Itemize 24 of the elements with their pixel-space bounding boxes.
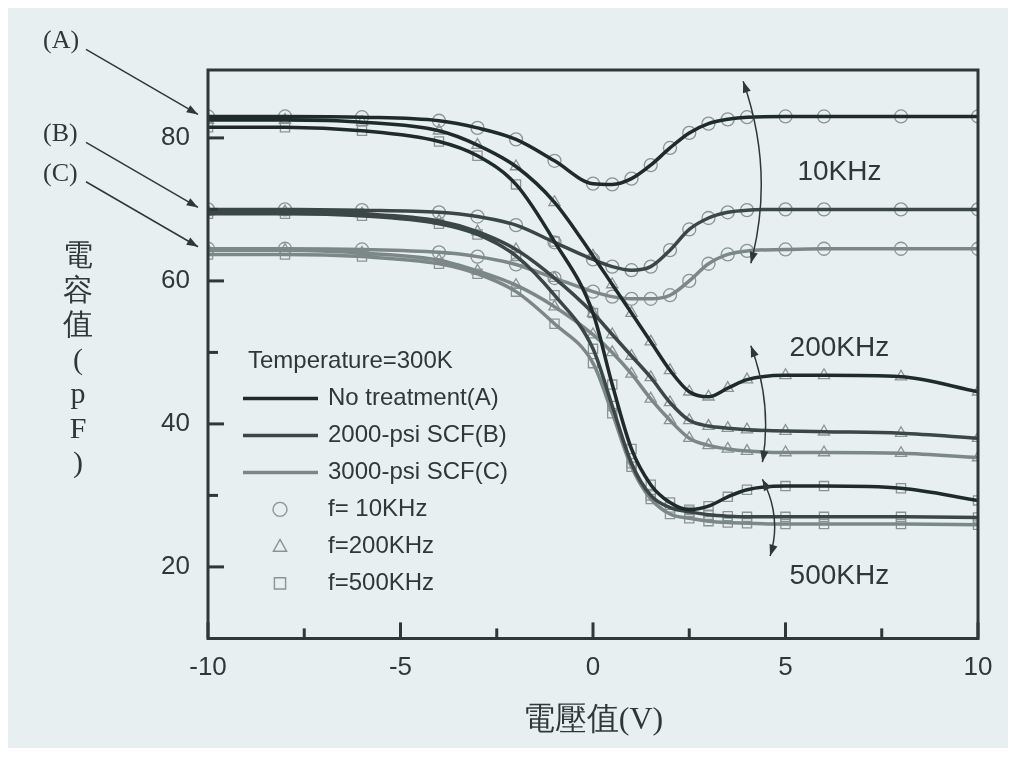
- y-tick-label: 20: [161, 550, 190, 581]
- y-tick-label: 40: [161, 407, 190, 438]
- annotation: 200KHz: [789, 331, 890, 363]
- x-tick-label: -5: [388, 651, 413, 682]
- legend-label: f=200KHz: [328, 531, 435, 559]
- x-tick-label: 5: [778, 651, 793, 682]
- x-tick-label: 10: [963, 651, 993, 682]
- text: (B): [43, 118, 78, 148]
- legend-label: f=500KHz: [328, 568, 435, 596]
- legend-title: Temperature=300K: [248, 346, 453, 374]
- y-tick-label: 80: [161, 121, 190, 152]
- text: (C): [43, 157, 78, 187]
- y-tick-label: 60: [161, 264, 190, 295]
- legend-label: No treatment(A): [328, 383, 499, 411]
- annotation: 10KHz: [797, 155, 882, 187]
- annotation: 500KHz: [789, 558, 890, 590]
- x-axis-title: 電壓值(V): [522, 700, 664, 737]
- legend-label: f= 10KHz: [328, 494, 428, 522]
- legend-label: 2000-psi SCF(B): [328, 420, 507, 448]
- x-tick-label: -10: [189, 651, 227, 682]
- legend-label: 3000-psi SCF(C): [328, 457, 509, 485]
- y-axis-title: 電容值(pF): [62, 238, 94, 480]
- text: (A): [43, 25, 80, 55]
- x-tick-label: 0: [585, 651, 601, 682]
